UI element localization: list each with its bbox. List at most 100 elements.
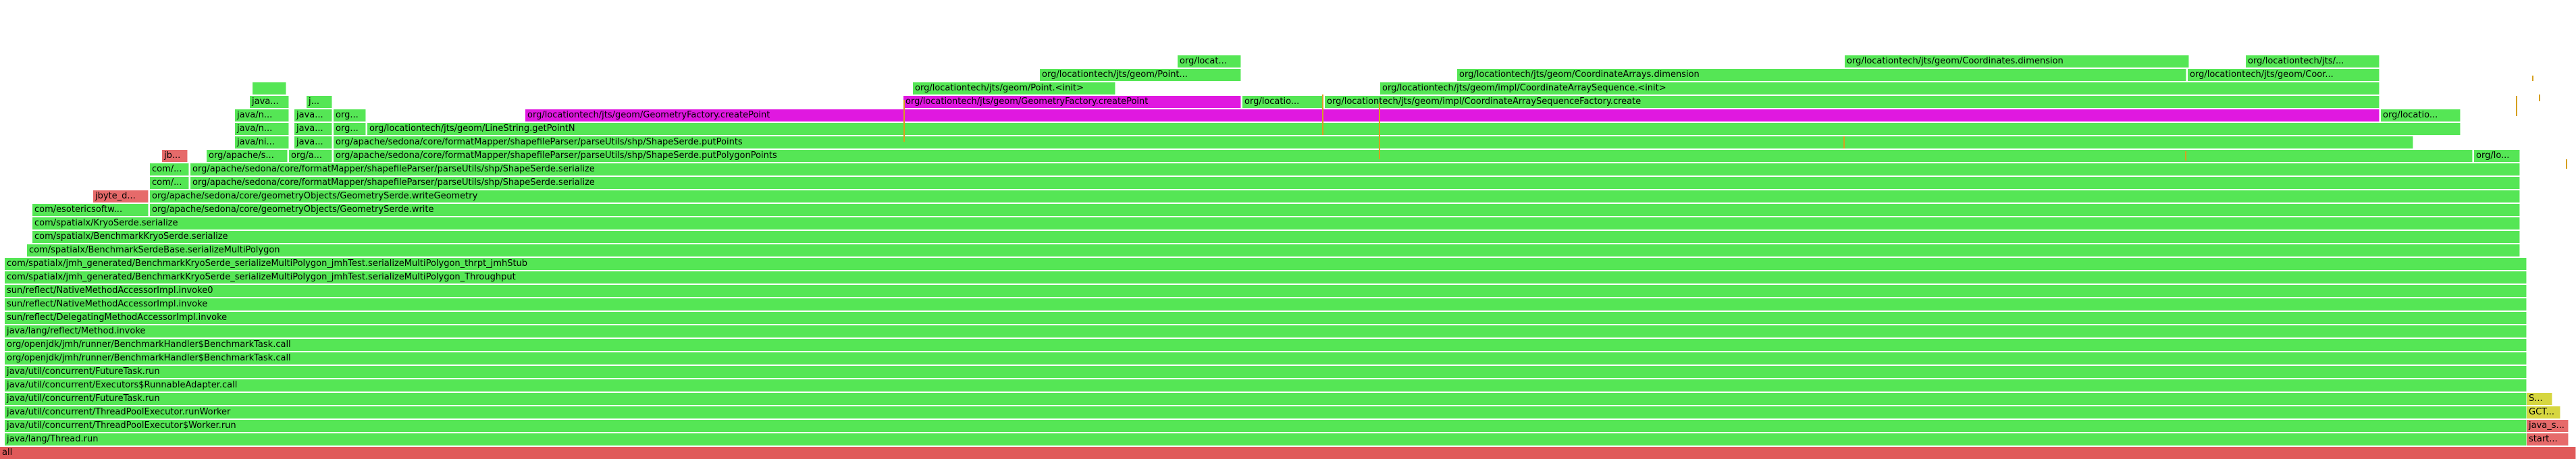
flame-frame[interactable]: org/locationtech/jts/geom/impl/Coordinat… bbox=[1325, 96, 2380, 108]
flame-frame-label: org/apache/sedona/core/formatMapper/shap… bbox=[336, 137, 743, 147]
flame-frame[interactable]: java/n... bbox=[235, 109, 289, 122]
flame-frame[interactable]: org/apache/sedona/core/geometryObjects/G… bbox=[150, 190, 2520, 202]
flame-spike bbox=[903, 100, 905, 142]
flame-frame[interactable]: org/locationtech/jts/geom/CoordinateArra… bbox=[1457, 69, 2186, 81]
flame-frame-label: org/locationtech/jts/geom/Coor... bbox=[2190, 70, 2334, 80]
flame-frame[interactable]: jb... bbox=[162, 150, 188, 162]
flame-frame-label: org/locationtech/jts/geom/Coordinates.di… bbox=[1847, 56, 2064, 66]
flame-frame-label: com/esotericsoftw... bbox=[34, 205, 123, 215]
flame-frame[interactable]: org/apache/sedona/core/formatMapper/shap… bbox=[334, 136, 2413, 148]
flame-frame-label: org/locationtech/jts/geom/LineString.get… bbox=[369, 124, 575, 134]
flame-frame-label: org/openjdk/jmh/runner/BenchmarkHandler$… bbox=[7, 340, 291, 350]
flame-frame[interactable]: GCT... bbox=[2527, 406, 2560, 418]
flame-frame-label: org/locationtech/jts/geom/GeometryFactor… bbox=[527, 110, 770, 120]
flame-frame-label: java/util/concurrent/ThreadPoolExecutor$… bbox=[7, 421, 236, 431]
flame-frame-label: com/spatialx/BenchmarkKryoSerde.serializ… bbox=[34, 232, 228, 242]
flame-frame-label: org/locationtech/jts/geom/CoordinateArra… bbox=[1459, 70, 1700, 80]
flame-frame-label: com/spatialx/BenchmarkSerdeBase.serializ… bbox=[29, 245, 280, 255]
flame-frame[interactable]: org/apache/sedona/core/formatMapper/shap… bbox=[334, 150, 2473, 162]
flame-frame-label: j... bbox=[309, 97, 320, 107]
flame-frame-label: java/lang/reflect/Method.invoke bbox=[7, 326, 146, 336]
flame-frame[interactable]: j... bbox=[307, 96, 332, 108]
flame-frame[interactable]: java/util/concurrent/ThreadPoolExecutor$… bbox=[5, 420, 2527, 432]
flame-spike bbox=[2185, 151, 2186, 161]
flame-frame-label: org/apache/sedona/core/geometryObjects/G… bbox=[152, 205, 434, 215]
flame-frame-label: all bbox=[2, 448, 13, 458]
flame-frame-label: org/locatio... bbox=[2383, 110, 2438, 120]
flame-frame[interactable]: org/locationtech/jts/geom/impl/Coordinat… bbox=[1380, 82, 2380, 94]
flame-frame-label: org/apache/sedona/core/formatMapper/shap… bbox=[192, 178, 595, 188]
flame-frame-label: com/... bbox=[152, 164, 182, 174]
flame-frame[interactable]: org/lo... bbox=[2474, 150, 2520, 162]
flame-frame[interactable]: java/util/concurrent/Executors$RunnableA… bbox=[5, 379, 2527, 392]
flame-frame[interactable]: sun/reflect/NativeMethodAccessorImpl.inv… bbox=[5, 298, 2527, 310]
flame-frame[interactable]: all bbox=[0, 447, 2576, 459]
flame-frame-label: jbyte_d... bbox=[95, 191, 136, 201]
flame-frame[interactable]: org/locationtech/jts/geom/Point.<init> bbox=[913, 82, 1115, 94]
flame-frame[interactable]: java/n... bbox=[235, 123, 289, 135]
flame-frame-label: com/spatialx/jmh_generated/BenchmarkKryo… bbox=[7, 259, 528, 269]
flame-frame[interactable]: org/apache/sedona/core/formatMapper/shap… bbox=[190, 177, 2520, 189]
flame-frame[interactable]: com/spatialx/jmh_generated/BenchmarkKryo… bbox=[5, 258, 2527, 270]
flame-frame[interactable]: org/locationtech/jts/geom/GeometryFactor… bbox=[525, 109, 2380, 122]
flame-frame-label: org/locationtech/jts/geom/impl/Coordinat… bbox=[1382, 83, 1666, 93]
flame-frame[interactable]: java... bbox=[294, 136, 332, 148]
flame-frame[interactable]: org/a... bbox=[289, 150, 332, 162]
flame-frame[interactable] bbox=[253, 82, 286, 94]
flame-frame-label: com/spatialx/KryoSerde.serialize bbox=[34, 218, 178, 228]
flame-frame[interactable]: java... bbox=[294, 109, 332, 122]
flame-frame[interactable]: org/apache/sedona/core/geometryObjects/G… bbox=[150, 204, 2520, 216]
flame-frame[interactable]: com/... bbox=[150, 163, 189, 176]
flame-frame-label: java/util/concurrent/FutureTask.run bbox=[7, 367, 160, 377]
flame-frame[interactable]: org/openjdk/jmh/runner/BenchmarkHandler$… bbox=[5, 339, 2527, 351]
flame-frame-label: java/util/concurrent/FutureTask.run bbox=[7, 394, 160, 404]
flame-frame[interactable]: org/locationtech/jts/geom/GeometryFactor… bbox=[903, 96, 1241, 108]
flame-frame[interactable]: com/spatialx/jmh_generated/BenchmarkKryo… bbox=[5, 271, 2527, 284]
flame-frame[interactable]: java... bbox=[250, 96, 289, 108]
flame-frame-label: org/openjdk/jmh/runner/BenchmarkHandler$… bbox=[7, 353, 291, 363]
flame-frame[interactable]: com/esotericsoftw... bbox=[32, 204, 149, 216]
flame-frame[interactable]: java... bbox=[294, 123, 332, 135]
flame-frame-label: org/locationtech/jts/geom/Point.<init> bbox=[915, 83, 1084, 93]
flame-frame[interactable]: org/locationtech/jts/geom/Coordinates.di… bbox=[1845, 55, 2189, 68]
flame-frame[interactable]: jbyte_d... bbox=[93, 190, 149, 202]
flame-frame-label: org/apache/sedona/core/geometryObjects/G… bbox=[152, 191, 478, 201]
flame-frame[interactable]: com/spatialx/KryoSerde.serialize bbox=[32, 217, 2520, 230]
flame-frame[interactable]: com/spatialx/BenchmarkKryoSerde.serializ… bbox=[32, 231, 2520, 243]
flame-frame[interactable]: S... bbox=[2527, 393, 2552, 405]
flame-frame[interactable]: java/util/concurrent/ThreadPoolExecutor.… bbox=[5, 406, 2527, 418]
flame-frame-label: org/locationtech/jts/geom/GeometryFactor… bbox=[905, 97, 1149, 107]
flame-frame-label: org/locat... bbox=[1180, 56, 1227, 66]
flame-frame[interactable]: org/locationtech/jts/geom/Coor... bbox=[2188, 69, 2380, 81]
flame-frame[interactable]: sun/reflect/DelegatingMethodAccessorImpl… bbox=[5, 312, 2527, 324]
flame-frame[interactable]: java/util/concurrent/FutureTask.run bbox=[5, 366, 2527, 378]
flame-frame[interactable]: java/lang/Thread.run bbox=[5, 433, 2527, 446]
flame-frame[interactable]: org/locat... bbox=[1178, 55, 1241, 68]
flame-frame[interactable]: java/util/concurrent/FutureTask.run bbox=[5, 393, 2527, 405]
flame-frame[interactable]: org... bbox=[334, 123, 366, 135]
flame-frame[interactable]: java/ni... bbox=[235, 136, 289, 148]
flame-frame-label: com/... bbox=[152, 178, 182, 188]
flame-frame[interactable]: org/apache/s... bbox=[207, 150, 288, 162]
flame-frame[interactable]: java_s... bbox=[2527, 420, 2569, 432]
flame-frame[interactable]: org/locationtech/jts/geom/LineString.get… bbox=[367, 123, 2461, 135]
flame-frame[interactable]: org/locationtech/jts/geom/Point... bbox=[1040, 69, 1241, 81]
flame-frame-label: org/locationtech/jts/geom/Point... bbox=[1042, 70, 1188, 80]
flame-spike bbox=[1379, 103, 1380, 159]
flame-frame[interactable]: start... bbox=[2527, 433, 2569, 446]
flame-spike bbox=[2516, 96, 2517, 116]
flame-frame[interactable]: org/apache/sedona/core/formatMapper/shap… bbox=[190, 163, 2520, 176]
flame-frame[interactable]: org/openjdk/jmh/runner/BenchmarkHandler$… bbox=[5, 352, 2527, 364]
flame-frame[interactable]: org/locatio... bbox=[1242, 96, 1323, 108]
flame-frame-label: org/apache/s... bbox=[209, 151, 274, 161]
flame-frame[interactable]: org/locationtech/jts/... bbox=[2246, 55, 2380, 68]
flame-frame[interactable]: org/locatio... bbox=[2381, 109, 2461, 122]
flame-frame[interactable]: com/... bbox=[150, 177, 189, 189]
flame-frame-label: sun/reflect/DelegatingMethodAccessorImpl… bbox=[7, 313, 228, 323]
flame-frame[interactable]: org... bbox=[334, 109, 366, 122]
flame-frame[interactable]: sun/reflect/NativeMethodAccessorImpl.inv… bbox=[5, 285, 2527, 297]
flame-frame-label: java... bbox=[296, 110, 323, 120]
flame-frame[interactable]: com/spatialx/BenchmarkSerdeBase.serializ… bbox=[27, 244, 2520, 256]
flame-frame[interactable]: java/lang/reflect/Method.invoke bbox=[5, 325, 2527, 338]
